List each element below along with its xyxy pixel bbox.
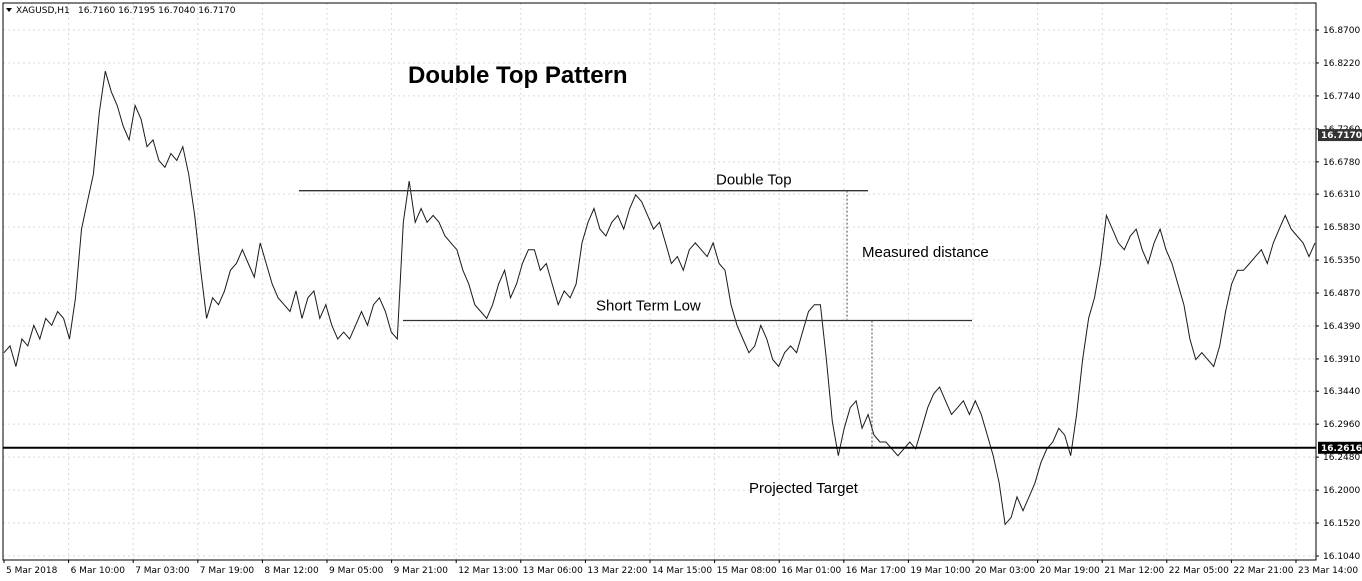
current-price-badge: 16.7170 (1318, 129, 1362, 142)
double-top-label: Double Top (716, 172, 792, 189)
x-tick-label: 7 Mar 19:00 (200, 566, 255, 576)
chart-title: Double Top Pattern (408, 62, 628, 89)
y-tick-label: 16.4870 (1323, 289, 1360, 299)
symbol-label: XAGUSD,H1 (16, 6, 70, 16)
x-tick-label: 12 Mar 13:00 (458, 566, 518, 576)
y-tick-label: 16.3440 (1323, 387, 1360, 397)
price-series-line (3, 71, 1316, 526)
x-tick-label: 6 Mar 10:00 (71, 566, 126, 576)
x-tick-label: 20 Mar 03:00 (975, 566, 1035, 576)
y-tick-label: 16.2960 (1323, 420, 1360, 430)
x-tick-label: 5 Mar 2018 (6, 566, 58, 576)
x-tick-label: 21 Mar 12:00 (1104, 566, 1164, 576)
ohlc-readout: 16.7160 16.7195 16.7040 16.7170 (78, 6, 236, 16)
x-tick-label: 22 Mar 05:00 (1169, 566, 1229, 576)
measured-distance-label: Measured distance (862, 244, 989, 261)
x-tick-label: 9 Mar 05:00 (329, 566, 384, 576)
x-tick-label: 7 Mar 03:00 (135, 566, 190, 576)
chart-frame (2, 2, 1317, 561)
y-tick-label: 16.7740 (1323, 92, 1360, 102)
y-tick-label: 16.1040 (1323, 552, 1360, 562)
x-tick-label: 16 Mar 01:00 (781, 566, 841, 576)
y-tick-label: 16.2000 (1323, 486, 1360, 496)
x-tick-label: 16 Mar 17:00 (846, 566, 906, 576)
y-tick-label: 16.5350 (1323, 256, 1360, 266)
y-tick-label: 16.8700 (1323, 26, 1360, 36)
y-axis: 16.870016.822016.774016.726016.678016.63… (1316, 26, 1360, 562)
y-tick-label: 16.4390 (1323, 322, 1360, 332)
y-tick-label: 16.6780 (1323, 158, 1360, 168)
x-tick-label: 9 Mar 21:00 (394, 566, 449, 576)
y-tick-label: 16.8220 (1323, 59, 1360, 69)
y-tick-label: 16.1520 (1323, 519, 1360, 529)
dropdown-triangle-icon[interactable] (6, 8, 12, 12)
y-tick-label: 16.3910 (1323, 355, 1360, 365)
target-price-badge: 16.2616 (1318, 441, 1362, 454)
projected-target-label: Projected Target (749, 480, 859, 497)
y-tick-label: 16.6310 (1323, 190, 1360, 200)
x-tick-label: 22 Mar 21:00 (1233, 566, 1293, 576)
x-tick-label: 15 Mar 08:00 (717, 566, 777, 576)
chart-grid (3, 3, 1316, 560)
x-tick-label: 23 Mar 14:00 (1298, 566, 1358, 576)
x-axis: 5 Mar 2018 6 Mar 10:00 7 Mar 03:00 7 Mar 19… (3, 560, 1358, 576)
x-tick-label: 13 Mar 06:00 (523, 566, 583, 576)
x-tick-label: 8 Mar 12:00 (264, 566, 319, 576)
short-term-low-label: Short Term Low (596, 297, 701, 314)
y-tick-label: 16.2480 (1323, 453, 1360, 463)
x-tick-label: 20 Mar 19:00 (1040, 566, 1100, 576)
svg-text:16.2616: 16.2616 (1321, 444, 1362, 454)
x-tick-label: 19 Mar 10:00 (910, 566, 970, 576)
svg-text:16.7170: 16.7170 (1321, 131, 1362, 141)
y-tick-label: 16.5830 (1323, 223, 1360, 233)
x-tick-label: 14 Mar 15:00 (652, 566, 712, 576)
x-tick-label: 13 Mar 22:00 (587, 566, 647, 576)
